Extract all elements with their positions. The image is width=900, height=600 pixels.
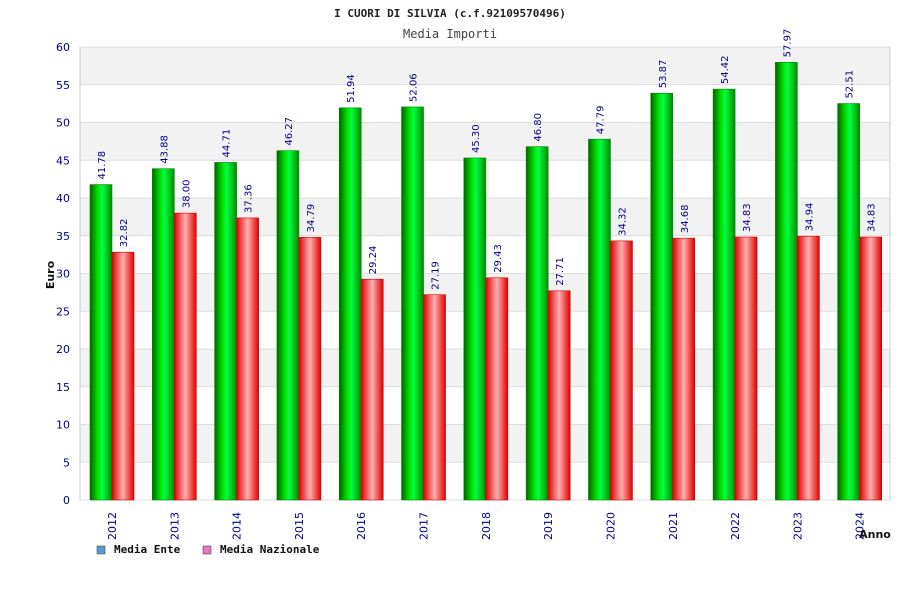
bar-media-ente-2018 bbox=[463, 157, 487, 501]
data-label: 34.79 bbox=[306, 204, 317, 233]
data-label: 57.97 bbox=[782, 29, 793, 58]
bar-media-nazionale-2021 bbox=[672, 237, 696, 501]
y-tick-label: 15 bbox=[56, 381, 70, 394]
data-label: 32.82 bbox=[119, 219, 130, 248]
bar-media-ente-2020 bbox=[588, 138, 611, 501]
data-label: 45.30 bbox=[471, 124, 482, 153]
data-label: 27.19 bbox=[431, 261, 442, 290]
legend-swatch-media-ente bbox=[96, 545, 106, 555]
data-label: 47.79 bbox=[595, 106, 606, 135]
data-label: 46.80 bbox=[533, 113, 544, 142]
legend-swatch-media-nazionale bbox=[202, 545, 212, 555]
plot-band bbox=[80, 122, 890, 161]
data-label: 34.83 bbox=[742, 203, 753, 232]
legend-label-media-ente: Media Ente bbox=[114, 543, 181, 556]
data-label: 37.36 bbox=[244, 184, 255, 213]
data-label: 53.87 bbox=[658, 60, 669, 89]
data-label: 52.06 bbox=[409, 73, 420, 102]
data-label: 34.83 bbox=[867, 203, 878, 232]
data-label: 34.32 bbox=[617, 207, 628, 236]
bar-media-nazionale-2019 bbox=[547, 290, 571, 501]
data-label: 54.42 bbox=[720, 55, 731, 84]
data-label: 34.68 bbox=[680, 205, 691, 234]
y-axis-ticks: 0 5 10 15 20 25 30 35 40 45 50 55 60 bbox=[56, 41, 70, 507]
y-tick-label: 0 bbox=[63, 494, 70, 507]
y-tick-label: 35 bbox=[56, 230, 70, 243]
bar-media-ente-2014 bbox=[214, 162, 237, 501]
bar-media-ente-2012 bbox=[89, 184, 113, 501]
x-tick-label: 2017 bbox=[418, 512, 431, 540]
x-tick-label: 2018 bbox=[480, 512, 493, 540]
data-label: 43.88 bbox=[159, 135, 170, 164]
bar-media-ente-2017 bbox=[401, 106, 424, 501]
x-tick-label: 2021 bbox=[667, 512, 680, 540]
bar-media-nazionale-2018 bbox=[485, 277, 509, 501]
bar-media-nazionale-2012 bbox=[111, 251, 135, 501]
y-tick-label: 45 bbox=[56, 154, 70, 167]
bar-media-ente-2019 bbox=[525, 146, 549, 501]
bar-media-nazionale-2015 bbox=[298, 237, 322, 501]
y-tick-label: 5 bbox=[63, 456, 70, 469]
y-tick-label: 60 bbox=[56, 41, 70, 54]
y-tick-label: 10 bbox=[56, 419, 70, 432]
bar-media-nazionale-2024 bbox=[859, 236, 882, 501]
bar-media-ente-2022 bbox=[712, 88, 736, 501]
bar-media-ente-2016 bbox=[338, 107, 362, 501]
data-label: 51.94 bbox=[346, 74, 357, 103]
bar-media-ente-2023 bbox=[775, 62, 798, 501]
chart-subtitle: Media Importi bbox=[403, 27, 497, 41]
x-tick-label: 2016 bbox=[355, 512, 368, 540]
x-tick-label: 2019 bbox=[542, 512, 555, 540]
bar-media-nazionale-2023 bbox=[797, 235, 820, 501]
bar-media-ente-2021 bbox=[650, 92, 674, 501]
data-label: 44.71 bbox=[222, 129, 233, 158]
legend: Media Ente Media Nazionale bbox=[96, 543, 320, 556]
bar-media-nazionale-2013 bbox=[174, 212, 197, 501]
x-axis-ticks: 2012 2013 2014 2015 2016 2017 2018 2019 2020 2021… bbox=[106, 512, 867, 540]
x-tick-label: 2023 bbox=[791, 512, 804, 540]
bar-media-nazionale-2022 bbox=[734, 236, 758, 501]
x-axis-label: Anno bbox=[859, 528, 891, 541]
x-tick-label: 2022 bbox=[729, 512, 742, 540]
x-tick-label: 2020 bbox=[604, 512, 617, 540]
y-tick-label: 40 bbox=[56, 192, 70, 205]
data-label: 27.71 bbox=[555, 257, 566, 286]
bar-media-ente-2013 bbox=[152, 168, 175, 501]
bar-media-nazionale-2016 bbox=[360, 278, 384, 501]
chart-title: I CUORI DI SILVIA (c.f.92109570496) bbox=[334, 7, 566, 20]
data-label: 34.94 bbox=[804, 203, 815, 232]
y-tick-label: 55 bbox=[56, 79, 70, 92]
bar-media-nazionale-2017 bbox=[423, 294, 446, 501]
data-label: 46.27 bbox=[284, 117, 295, 146]
x-tick-label: 2015 bbox=[293, 512, 306, 540]
legend-label-media-nazionale: Media Nazionale bbox=[220, 543, 320, 556]
bar-media-nazionale-2020 bbox=[610, 240, 633, 501]
plot-band bbox=[80, 47, 890, 85]
data-label: 38.00 bbox=[181, 179, 192, 208]
plot-band bbox=[80, 84, 890, 123]
bar-media-ente-2024 bbox=[837, 103, 860, 501]
x-tick-label: 2024 bbox=[854, 512, 867, 540]
data-label: 41.78 bbox=[97, 151, 108, 180]
y-tick-label: 30 bbox=[56, 268, 70, 281]
y-axis-label: Euro bbox=[44, 260, 57, 289]
data-label: 29.43 bbox=[493, 244, 504, 273]
bar-media-nazionale-2014 bbox=[236, 217, 259, 501]
x-tick-label: 2012 bbox=[106, 512, 119, 540]
x-tick-label: 2013 bbox=[168, 512, 181, 540]
y-tick-label: 25 bbox=[56, 305, 70, 318]
bar-media-ente-2015 bbox=[276, 150, 300, 501]
data-label: 29.24 bbox=[368, 246, 379, 275]
y-tick-label: 20 bbox=[56, 343, 70, 356]
bars: 41.78 32.82 43.88 38.00 44.71 37.36 46.27 34.79… bbox=[89, 29, 882, 501]
data-label: 52.51 bbox=[845, 70, 856, 99]
y-tick-label: 50 bbox=[56, 117, 70, 130]
x-tick-label: 2014 bbox=[231, 512, 244, 540]
